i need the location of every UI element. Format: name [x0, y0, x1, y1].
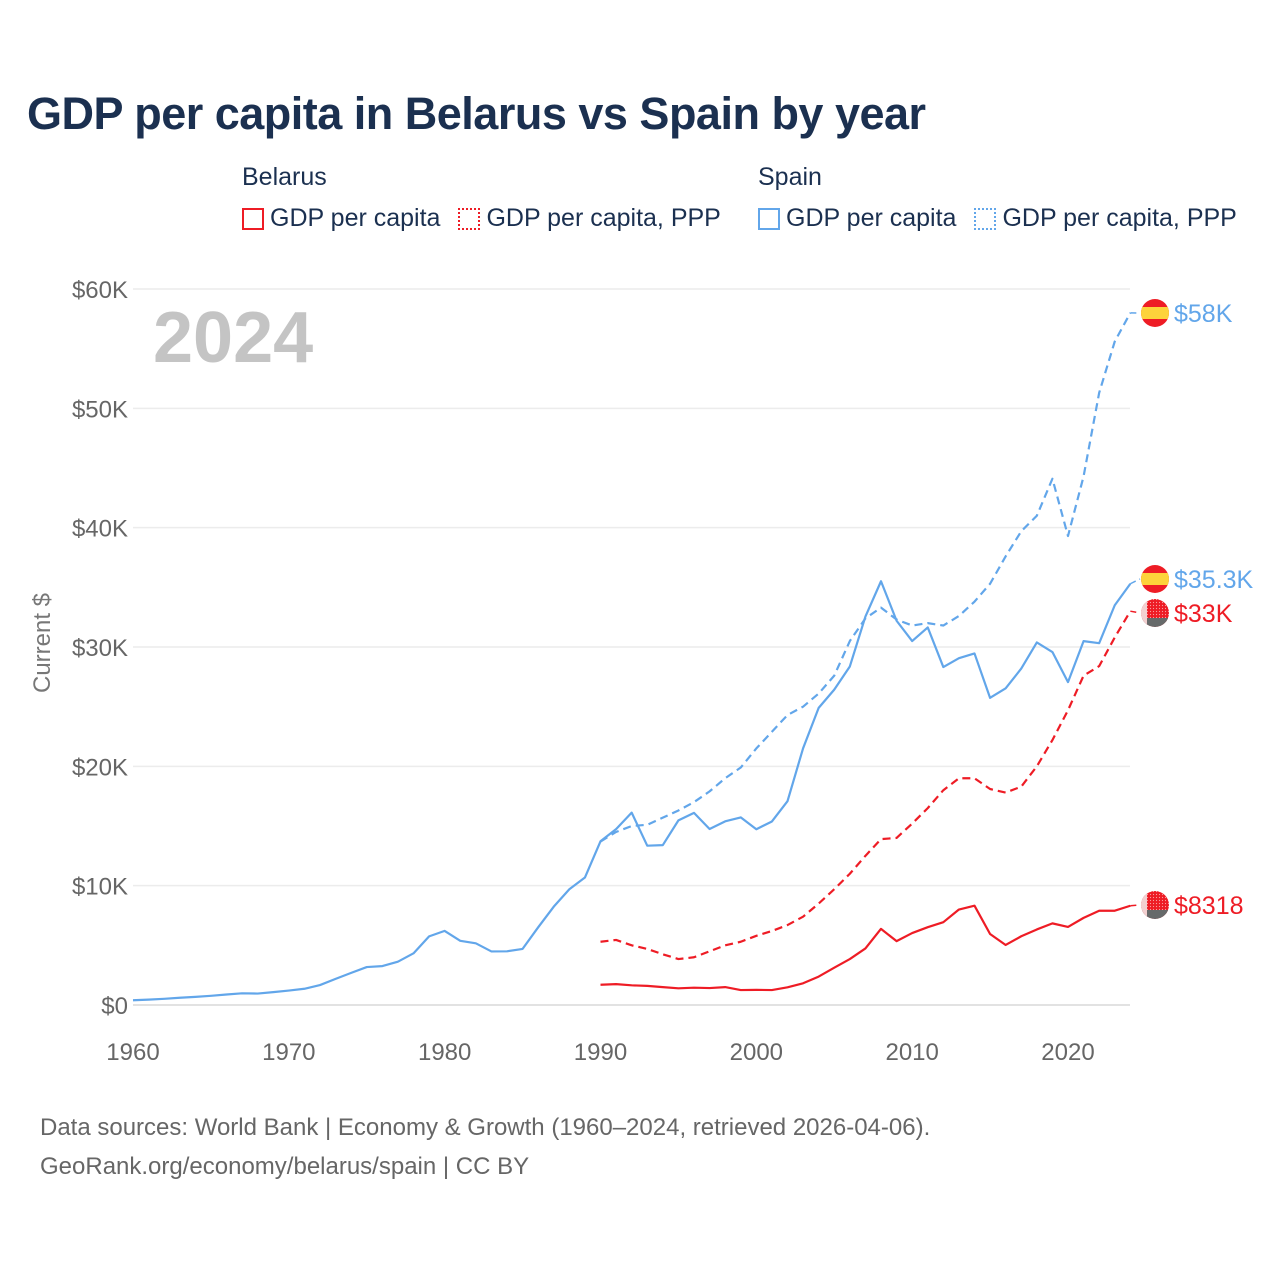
- flag-ornament: [1141, 891, 1147, 919]
- flag-clip: [1141, 599, 1169, 627]
- end-value-label: $58K: [1174, 300, 1233, 328]
- end-value-label: $8318: [1174, 892, 1244, 920]
- solid-swatch-icon: [758, 207, 780, 230]
- solid-swatch-icon: [242, 207, 264, 230]
- spain-flag-icon: [1141, 299, 1169, 327]
- series-line-belarus-ppp: [600, 610, 1132, 961]
- legend-label: GDP per capita: [786, 204, 957, 232]
- legend-group-name: Spain: [758, 163, 822, 191]
- legend-label: GDP per capita: [270, 204, 441, 232]
- x-tick-label: 2000: [730, 1039, 783, 1066]
- year-watermark: 2024: [153, 298, 313, 378]
- flag-clip: [1141, 565, 1169, 593]
- x-tick-label: 1960: [106, 1039, 159, 1066]
- leader-line: [1130, 610, 1141, 614]
- dotted-swatch-icon: [458, 207, 481, 230]
- belarus-flag-icon: [1141, 891, 1169, 919]
- chart-title: GDP per capita in Belarus vs Spain by ye…: [27, 88, 926, 139]
- x-tick-label: 1980: [418, 1039, 471, 1066]
- y-tick-label: $20K: [72, 754, 128, 781]
- dotted-swatch-icon: [974, 207, 997, 230]
- flag-ornament: [1141, 599, 1147, 627]
- flag-stripe: [1141, 307, 1169, 319]
- leader-line: [1130, 578, 1141, 585]
- end-value-label: $33K: [1174, 600, 1233, 628]
- legend-item-spain-ppp[interactable]: GDP per capita, PPP: [974, 204, 1237, 233]
- series-line-belarus-gdp: [600, 904, 1131, 992]
- y-tick-label: $40K: [72, 516, 128, 543]
- spain-flag-icon: [1141, 565, 1169, 593]
- flag-stripe: [1141, 573, 1169, 585]
- y-tick-label: $10K: [72, 874, 128, 901]
- x-tick-label: 1970: [262, 1039, 315, 1066]
- flag-stripe: [1141, 618, 1169, 627]
- y-tick-label: $0: [101, 993, 128, 1020]
- legend-label: GDP per capita, PPP: [1002, 204, 1237, 232]
- series-line-spain-ppp: [599, 312, 1132, 843]
- legend-item-belarus-gdp[interactable]: GDP per capita: [242, 204, 440, 233]
- legend-item-belarus-ppp[interactable]: GDP per capita, PPP: [458, 204, 721, 233]
- leader-line: [1130, 904, 1141, 907]
- source-link[interactable]: GeoRank.org/economy/belarus/spain | CC B…: [40, 1153, 530, 1180]
- y-tick-label: $30K: [72, 635, 128, 662]
- legend-item-spain-gdp[interactable]: GDP per capita: [758, 204, 956, 233]
- flag-stripe: [1141, 910, 1169, 919]
- y-tick-label: $60K: [72, 277, 128, 304]
- series-line-spain-gdp: [132, 580, 1132, 1002]
- legend-group-name: Belarus: [242, 163, 327, 191]
- y-axis-label: Current $: [29, 593, 56, 693]
- x-tick-label: 2010: [885, 1039, 938, 1066]
- flag-clip: [1141, 891, 1169, 919]
- y-tick-label: $50K: [72, 396, 128, 423]
- source-text: Data sources: World Bank | Economy & Gro…: [40, 1114, 931, 1141]
- legend-label: GDP per capita, PPP: [486, 204, 721, 232]
- x-tick-label: 2020: [1041, 1039, 1094, 1066]
- x-tick-label: 1990: [574, 1039, 627, 1066]
- flag-clip: [1141, 299, 1169, 327]
- end-value-label: $35.3K: [1174, 566, 1254, 594]
- footer: Data sources: World Bank | Economy & Gro…: [40, 1108, 930, 1186]
- legend-belarus: Belarus GDP per capita GDP per capita, P…: [242, 163, 721, 233]
- legend-spain: Spain GDP per capita GDP per capita, PPP: [758, 163, 1237, 233]
- belarus-flag-icon: [1141, 599, 1169, 627]
